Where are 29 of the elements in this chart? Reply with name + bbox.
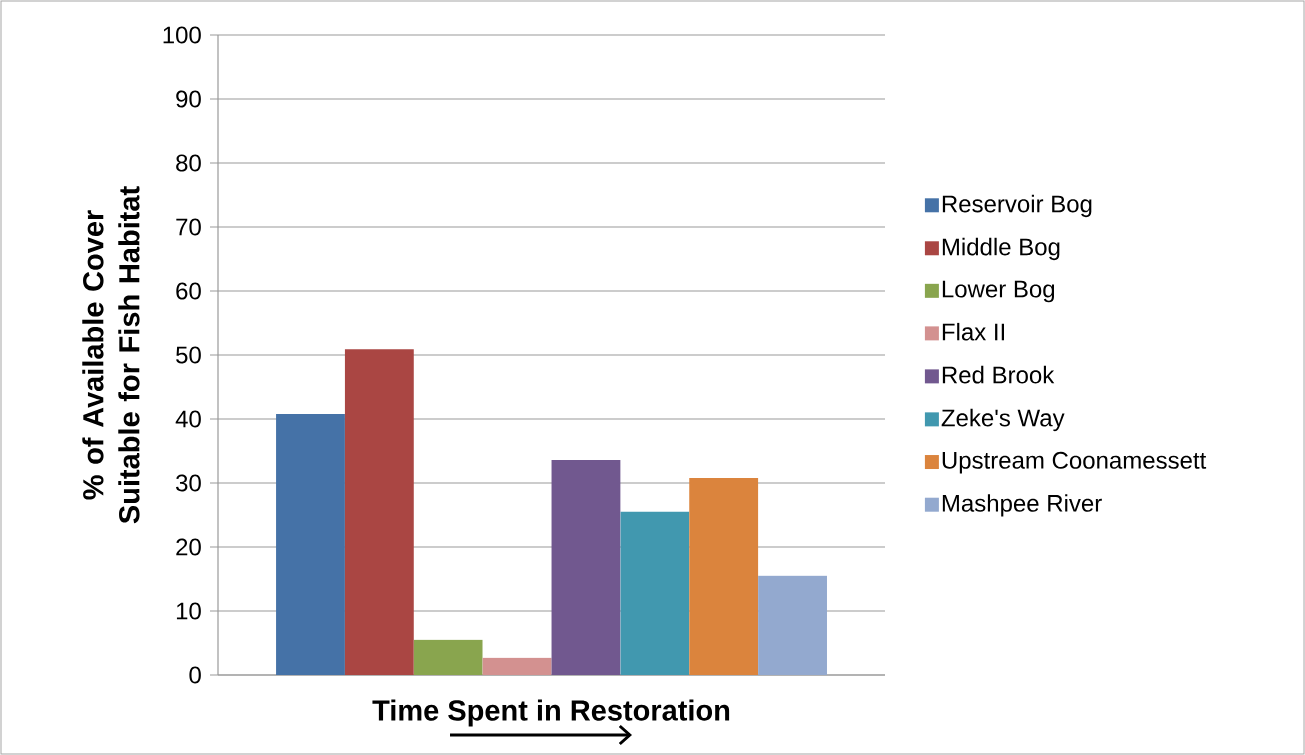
legend-label: Middle Bog bbox=[942, 237, 1060, 261]
legend-label: Mashpee River bbox=[942, 494, 1102, 517]
bar bbox=[344, 349, 414, 675]
bar bbox=[413, 639, 483, 675]
bar bbox=[551, 459, 621, 675]
y-tick-label: 0 bbox=[189, 666, 201, 684]
y-tick-label: 60 bbox=[176, 282, 201, 300]
y-tick-label: 80 bbox=[176, 154, 201, 172]
y-tick-label: 40 bbox=[175, 410, 201, 428]
y-tick-label: 30 bbox=[176, 474, 201, 492]
bar bbox=[689, 477, 759, 675]
bar bbox=[758, 575, 827, 675]
legend-label: Upstream Coonamessett bbox=[942, 451, 1207, 474]
bar bbox=[276, 413, 345, 675]
y-tick-label: 10 bbox=[176, 602, 201, 620]
legend-label: Red Brook bbox=[942, 365, 1055, 384]
y-tick-label: 20 bbox=[176, 538, 201, 556]
legend-label: Lower Bog bbox=[942, 280, 1055, 303]
y-axis-title: % of Available Cover Suitable for Fish Habitat bbox=[82, 186, 140, 524]
legend-label: Zeke's Way bbox=[941, 408, 1065, 432]
y-tick-label: 50 bbox=[176, 346, 201, 364]
y-tick-label: 70 bbox=[176, 218, 201, 236]
bar bbox=[620, 511, 690, 675]
y-tick-label: 100 bbox=[163, 26, 201, 44]
legend-label: Reservoir Bog bbox=[942, 194, 1092, 218]
y-tick-label: 90 bbox=[176, 90, 201, 108]
legend-label: Flax II bbox=[942, 322, 1005, 341]
x-axis-title: Time Spent in Restoration bbox=[372, 699, 730, 727]
bar bbox=[482, 657, 552, 675]
